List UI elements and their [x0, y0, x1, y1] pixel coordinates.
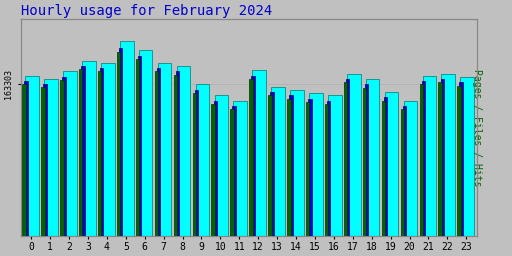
Bar: [440, 79, 444, 236]
Bar: [136, 59, 139, 236]
Bar: [403, 101, 417, 236]
Bar: [117, 52, 120, 236]
Bar: [195, 90, 198, 236]
Bar: [252, 70, 266, 236]
Bar: [120, 41, 134, 236]
Bar: [422, 81, 425, 236]
Bar: [138, 56, 141, 236]
Bar: [60, 80, 63, 236]
Bar: [79, 69, 82, 236]
Bar: [98, 71, 101, 236]
Bar: [232, 106, 236, 236]
Bar: [233, 101, 247, 236]
Bar: [81, 66, 84, 236]
Bar: [457, 86, 461, 236]
Bar: [287, 99, 290, 236]
Bar: [346, 79, 349, 236]
Bar: [23, 84, 26, 236]
Bar: [366, 79, 379, 236]
Text: Hourly usage for February 2024: Hourly usage for February 2024: [21, 4, 272, 18]
Bar: [26, 76, 39, 236]
Bar: [306, 102, 309, 236]
Bar: [308, 99, 311, 236]
Bar: [422, 76, 436, 236]
Bar: [176, 71, 179, 236]
Bar: [41, 87, 45, 236]
Bar: [44, 79, 58, 236]
Bar: [100, 68, 103, 236]
Bar: [309, 93, 323, 236]
Bar: [230, 109, 234, 236]
Bar: [441, 73, 455, 236]
Bar: [155, 71, 158, 236]
Bar: [403, 106, 406, 236]
Bar: [384, 98, 387, 236]
Bar: [251, 76, 255, 236]
Bar: [365, 84, 368, 236]
Bar: [139, 50, 153, 236]
Bar: [25, 81, 28, 236]
Bar: [328, 95, 342, 236]
Bar: [214, 101, 217, 236]
Bar: [174, 75, 177, 236]
Bar: [382, 101, 385, 236]
Bar: [327, 101, 330, 236]
Bar: [289, 95, 293, 236]
Bar: [400, 109, 404, 236]
Bar: [363, 88, 366, 236]
Y-axis label: Pages / Files / Hits: Pages / Files / Hits: [472, 69, 482, 187]
Bar: [63, 71, 77, 236]
Bar: [62, 77, 66, 236]
Bar: [290, 90, 304, 236]
Bar: [119, 48, 122, 236]
Bar: [385, 92, 398, 236]
Bar: [157, 68, 160, 236]
Bar: [460, 77, 474, 236]
Bar: [419, 84, 423, 236]
Bar: [347, 73, 360, 236]
Bar: [215, 95, 228, 236]
Bar: [82, 61, 96, 236]
Bar: [158, 63, 172, 236]
Bar: [196, 84, 209, 236]
Bar: [44, 84, 47, 236]
Bar: [177, 66, 190, 236]
Bar: [325, 104, 328, 236]
Bar: [249, 79, 253, 236]
Bar: [211, 104, 215, 236]
Bar: [101, 63, 115, 236]
Bar: [459, 82, 463, 236]
Bar: [270, 92, 274, 236]
Bar: [193, 93, 196, 236]
Bar: [344, 82, 347, 236]
Bar: [271, 87, 285, 236]
Bar: [268, 95, 272, 236]
Bar: [438, 82, 442, 236]
